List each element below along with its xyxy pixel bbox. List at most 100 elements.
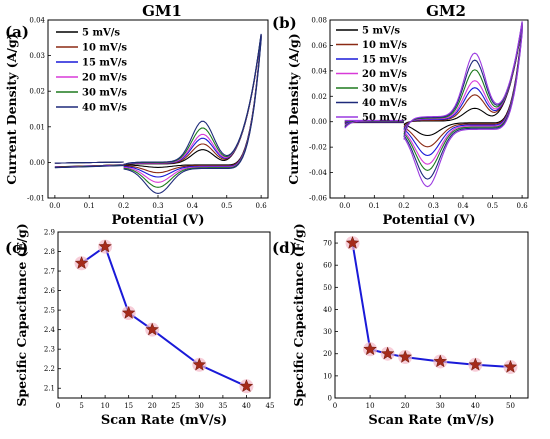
panel-1-series [344, 21, 523, 188]
panel-2-axes: 0 5 10 15 20 25 30 35 40 45 2.1 2.2 2.3 2.4 2.5 2.6 2.7 2… [14, 223, 274, 428]
y-tick-label: 0.00 [29, 159, 45, 167]
y-axis-label: Specific Capacitance (F/g) [14, 223, 29, 406]
x-tick-label: 40 [471, 402, 480, 410]
data-point [468, 357, 483, 371]
data-point [433, 354, 448, 368]
panel-1-axes: 0.0 0.1 0.2 0.3 0.4 0.5 0.6 -0.06 -0.04 -0.02 0.00… [286, 17, 529, 228]
y-tick-label: 0.02 [311, 93, 327, 101]
y-tick-label: 0.04 [29, 17, 45, 25]
y-tick-label: 2.6 [44, 287, 56, 295]
data-point [98, 239, 112, 253]
panel-2-series [74, 239, 254, 394]
x-axis-label: Scan Rate (mV/s) [368, 413, 494, 428]
legend-label: 40 mV/s [362, 98, 407, 109]
y-tick-label: 0.04 [311, 67, 327, 75]
x-tick-label: 20 [401, 402, 410, 410]
x-tick-label: 10 [101, 402, 110, 410]
x-tick-label: 0.3 [428, 202, 439, 210]
panel-label: (b) [272, 14, 297, 32]
x-tick-label: 0.1 [84, 202, 95, 210]
x-tick-label: 0.6 [256, 202, 268, 210]
x-tick-label: 25 [171, 402, 180, 410]
legend-label: 10 mV/s [82, 43, 127, 54]
legend-label: 40 mV/s [82, 103, 127, 114]
plot-frame [47, 19, 269, 199]
y-tick-label: 2.4 [44, 326, 56, 334]
series-line [344, 21, 523, 188]
x-tick-label: 0.5 [487, 202, 498, 210]
legend-label: 5 mV/s [362, 26, 400, 37]
y-tick-label: 0.03 [29, 52, 45, 60]
panel-3-axes: 0 10 20 30 40 50 0 10 20 30 40 50 60 70 Scan Rate (mV/… [291, 223, 529, 428]
data-point [121, 305, 136, 319]
y-tick-label: 30 [323, 328, 332, 336]
y-tick-label: 0.01 [29, 123, 45, 131]
y-tick-label: 2.9 [44, 229, 55, 237]
data-point [345, 235, 360, 249]
x-tick-label: 0.6 [517, 202, 529, 210]
x-tick-label: 0.3 [152, 202, 163, 210]
y-axis-label: Specific Capacitance (F/g) [291, 223, 306, 406]
x-tick-label: 0.0 [49, 202, 60, 210]
x-tick-label: 40 [242, 402, 251, 410]
data-point [503, 359, 518, 373]
x-tick-label: 45 [266, 402, 275, 410]
y-tick-label: 0.06 [311, 42, 327, 50]
y-tick-label: 0.00 [311, 118, 327, 126]
x-tick-label: 0.4 [187, 202, 199, 210]
x-tick-label: 5 [79, 402, 83, 410]
y-tick-label: 70 [323, 240, 332, 248]
data-point [239, 379, 254, 393]
panel-title: GM2 [426, 2, 466, 20]
y-tick-label: -0.06 [309, 195, 327, 203]
plot-frame [57, 231, 271, 399]
legend-label: 50 mV/s [362, 113, 407, 124]
x-axis-label: Scan Rate (mV/s) [101, 413, 227, 428]
y-tick-label: -0.02 [309, 144, 327, 152]
panel-0-axes: 0.0 0.1 0.2 0.3 0.4 0.5 0.6 -0.01 0.00 0.01 0.02 0.… [4, 17, 269, 228]
panel-1-legend: 5 mV/s 10 mV/s 15 mV/s 20 mV/s 30 mV/s 40 mV/… [336, 26, 407, 124]
y-tick-label: 2.1 [44, 385, 55, 393]
y-tick-label: 2.8 [44, 248, 55, 256]
legend-label: 10 mV/s [362, 40, 407, 51]
plot-frame [334, 231, 529, 399]
y-tick-label: 0.02 [29, 88, 45, 96]
x-axis-label: Potential (V) [382, 213, 475, 228]
y-axis-label: Current Density (A/g) [4, 33, 19, 184]
panel-title: GM1 [142, 2, 182, 20]
data-point [74, 256, 89, 270]
y-tick-label: 2.3 [44, 346, 55, 354]
x-tick-label: 20 [148, 402, 157, 410]
panel-label: (d) [272, 239, 297, 257]
x-tick-label: 10 [366, 402, 375, 410]
y-axis-label: Current Density (A/g) [286, 33, 301, 184]
panel-3-series [345, 235, 518, 375]
x-tick-label: 0 [333, 402, 337, 410]
series-line [81, 245, 247, 388]
y-tick-label: 2.2 [44, 365, 55, 373]
panel-0-legend: 5 mV/s 10 mV/s 15 mV/s 20 mV/s 30 mV/s 40 mV/… [56, 28, 127, 114]
panel-label: (c) [5, 239, 28, 257]
panel-0-series [54, 33, 262, 194]
y-tick-label: -0.04 [309, 169, 327, 177]
y-tick-label: 40 [323, 306, 332, 314]
x-tick-label: 0 [56, 402, 60, 410]
x-tick-label: 0.5 [221, 202, 232, 210]
data-point [145, 322, 160, 336]
x-axis-label: Potential (V) [111, 213, 204, 228]
plot-frame [329, 19, 529, 199]
y-tick-label: 2.5 [44, 307, 55, 315]
y-tick-label: 0 [328, 395, 332, 403]
data-point [380, 346, 395, 360]
x-tick-label: 0.2 [398, 202, 409, 210]
y-tick-label: 10 [323, 372, 332, 380]
data-point [363, 342, 377, 356]
legend-label: 30 mV/s [362, 84, 407, 95]
x-tick-label: 0.1 [369, 202, 380, 210]
legend-label: 5 mV/s [82, 28, 120, 39]
y-tick-label: 50 [323, 284, 332, 292]
y-tick-label: -0.01 [27, 195, 45, 203]
legend-label: 20 mV/s [362, 69, 407, 80]
x-tick-label: 0.2 [118, 202, 129, 210]
data-point [192, 357, 207, 371]
